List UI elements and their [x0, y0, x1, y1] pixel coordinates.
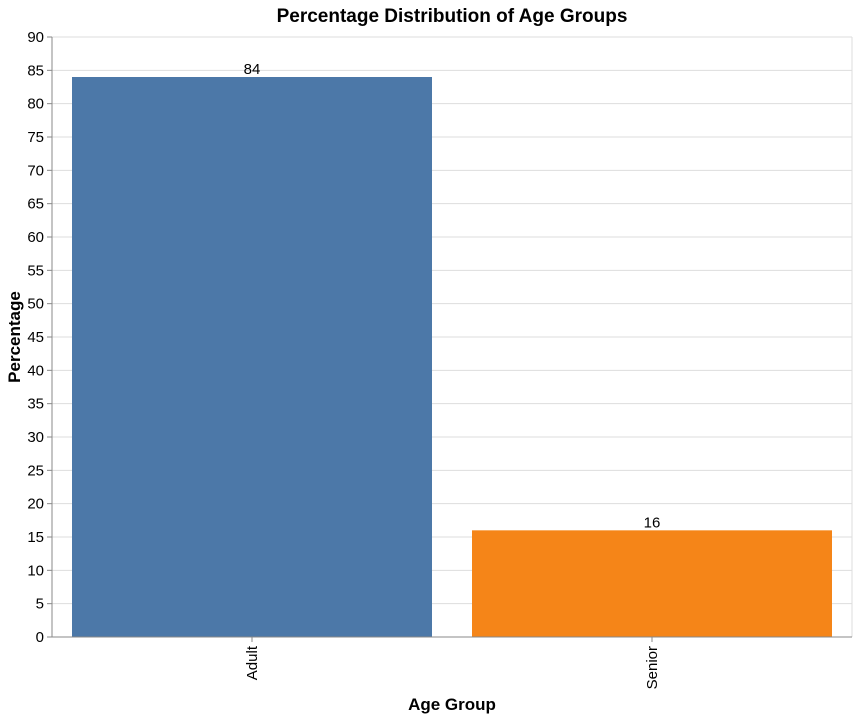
- y-tick-label: 55: [27, 262, 44, 279]
- y-tick-label: 40: [27, 362, 44, 379]
- data-label: 16: [644, 514, 661, 531]
- y-tick-label: 85: [27, 62, 44, 79]
- y-tick-label: 30: [27, 429, 44, 446]
- y-tick-label: 25: [27, 462, 44, 479]
- chart-title: Percentage Distribution of Age Groups: [277, 6, 628, 27]
- y-tick-label: 0: [36, 629, 44, 646]
- y-tick-label: 15: [27, 529, 44, 546]
- bar-adult[interactable]: [72, 77, 432, 637]
- y-tick-label: 50: [27, 296, 44, 313]
- y-tick-label: 10: [27, 562, 44, 579]
- y-tick-label: 90: [27, 29, 44, 46]
- y-tick-label: 65: [27, 196, 44, 213]
- bar-layer: 84 16: [72, 61, 832, 637]
- y-tick-label: 35: [27, 396, 44, 413]
- y-tick-label: 70: [27, 162, 44, 179]
- y-axis-title: Percentage: [5, 291, 24, 383]
- y-tick-label: 75: [27, 129, 44, 146]
- x-tick-label: Adult: [244, 645, 261, 680]
- data-label: 84: [244, 61, 261, 78]
- y-tick-label: 5: [36, 596, 44, 613]
- x-axis-title: Age Group: [408, 695, 496, 714]
- axis-layer: 0 5 10 15 20 25 30 35 40 45 50 55 60 65 70 75 80 85 90 Adul…: [27, 29, 852, 689]
- bar-senior[interactable]: [472, 530, 832, 637]
- y-tick-label: 45: [27, 329, 44, 346]
- y-tick-label: 20: [27, 496, 44, 513]
- y-tick-label: 60: [27, 229, 44, 246]
- y-tick-label: 80: [27, 96, 44, 113]
- x-tick-label: Senior: [644, 646, 661, 689]
